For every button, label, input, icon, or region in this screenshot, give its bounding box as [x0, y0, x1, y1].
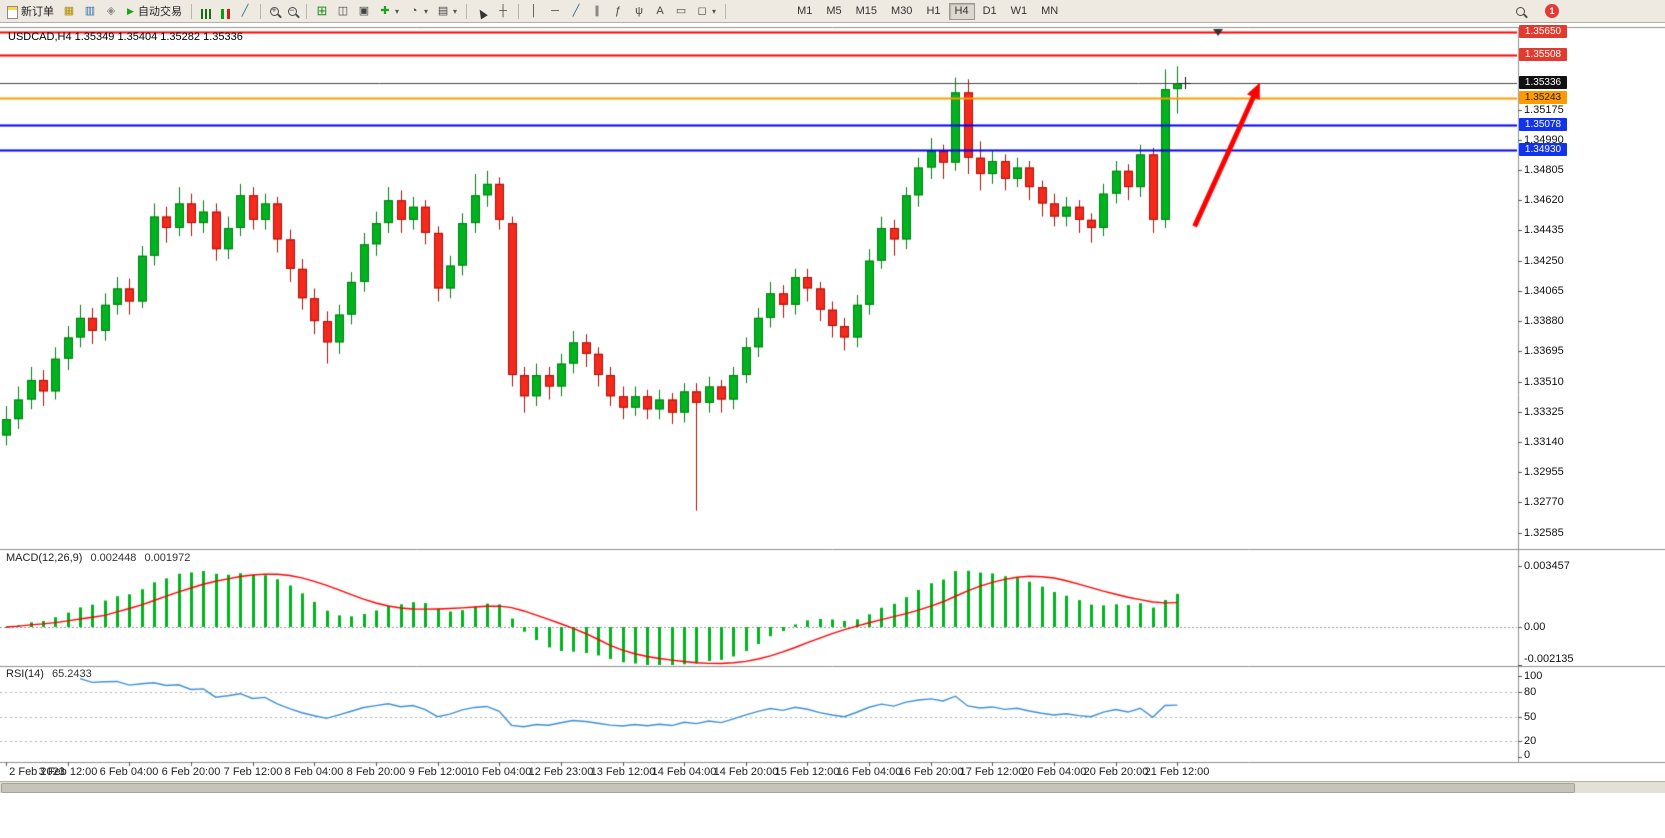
toolbar-separator	[306, 3, 307, 19]
bars-icon	[201, 9, 212, 19]
timeframe-button-d1[interactable]: D1	[977, 3, 1003, 20]
new-order-button-label: 新订单	[21, 6, 54, 18]
indicators-button[interactable]: ✚ ▾	[375, 2, 403, 20]
channel-icon: ∥	[594, 5, 600, 17]
candlestick-chart-button[interactable]	[217, 2, 234, 20]
chart-title: USDCAD,H4 1.35349 1.35404 1.35282 1.3533…	[8, 31, 243, 43]
text-button[interactable]: A	[650, 2, 670, 20]
vline-icon: │	[530, 5, 538, 17]
auto-trading-button[interactable]: ▶ 自动交易	[122, 2, 186, 20]
macd-indicator-label: MACD(12,26,9) 0.002448 0.001972	[6, 552, 190, 564]
rsi-indicator-label: RSI(14) 65.2433	[6, 668, 92, 680]
dropdown-arrow-icon: ▾	[453, 6, 458, 16]
grid-icon: ⊞	[316, 3, 328, 18]
search-button[interactable]	[1512, 2, 1529, 20]
crosshair-button[interactable]: ┼	[493, 2, 513, 20]
timeframe-button-h1[interactable]: H1	[920, 3, 946, 20]
shapes-icon: ◻	[697, 5, 707, 17]
zoom-out-button[interactable]	[284, 2, 301, 20]
dropdown-arrow-icon: ▾	[712, 6, 717, 16]
text-icon: A	[656, 5, 664, 17]
line-icon: ╱	[241, 5, 249, 17]
horizontal-line-button[interactable]: ─	[545, 2, 565, 20]
timeframe-button-mn[interactable]: MN	[1035, 3, 1064, 20]
vertical-line-button[interactable]: │	[524, 2, 544, 20]
cursor-button[interactable]	[472, 2, 492, 20]
scrollbar-thumb[interactable]	[1, 783, 1575, 793]
dropdown-arrow-icon: ▾	[395, 6, 400, 16]
timeframe-button-w1[interactable]: W1	[1005, 3, 1034, 20]
play-icon: ▶	[127, 6, 134, 16]
timeframe-button-h4[interactable]: H4	[948, 2, 975, 20]
market-watch-icon: ▥	[84, 5, 96, 17]
market-watch-button[interactable]: ▥	[80, 2, 100, 20]
rsi-name: RSI(14)	[6, 668, 44, 680]
toolbar: 新订单▦▥◈▶自动交易╱⊞◫▣✚▾◔▾▤▾┼│─╱∥ƒψA▭◻▾M1M5M15M…	[0, 0, 1665, 23]
navigator-icon: ◈	[106, 5, 116, 17]
toolbar-separator	[466, 3, 468, 19]
notifications-button[interactable]: 1	[1541, 2, 1563, 20]
macd-signal-value: 0.001972	[144, 552, 191, 564]
trendline-icon: ╱	[572, 5, 580, 17]
auto-trading-button-label: 自动交易	[138, 6, 182, 18]
timeframe-button-m15[interactable]: M15	[850, 3, 883, 20]
toolbar-right-group: 1	[1512, 1, 1563, 21]
bar-chart-button[interactable]	[197, 2, 216, 20]
timeframe-button-m1[interactable]: M1	[791, 3, 818, 20]
shapes-button[interactable]: ◻ ▾	[692, 2, 720, 20]
timeframe-button-m5[interactable]: M5	[820, 3, 847, 20]
trendline-button[interactable]: ╱	[566, 2, 586, 20]
rsi-value: 65.2433	[51, 668, 92, 680]
label-button[interactable]: ▭	[671, 2, 691, 20]
indicators-icon: ✚	[380, 5, 390, 17]
toolbar-separator	[725, 3, 727, 19]
toolbar-separator	[518, 3, 520, 19]
doc-icon	[7, 5, 18, 19]
profiles-button[interactable]: ▦	[59, 2, 79, 20]
zoom-out-icon	[288, 3, 297, 18]
candles-icon	[221, 9, 230, 19]
horizontal-scrollbar[interactable]	[0, 781, 1665, 793]
templates-button[interactable]: ▤ ▾	[433, 2, 461, 20]
template-icon: ▤	[437, 5, 449, 17]
pitchfork-icon: ψ	[635, 5, 643, 17]
timeframe-group: M1 M5 M15 M30 H1 H4 D1 W1 MN	[791, 2, 1064, 20]
channel-button[interactable]: ∥	[587, 2, 607, 20]
fibonacci-icon: ƒ	[614, 5, 622, 17]
macd-name: MACD(12,26,9)	[6, 552, 83, 564]
cascade-windows-button[interactable]: ▣	[354, 2, 374, 20]
macd-main-value: 0.002448	[90, 552, 137, 564]
new-order-button[interactable]: 新订单	[3, 2, 58, 20]
profiles-icon: ▦	[63, 5, 75, 17]
crosshair-icon: ┼	[499, 5, 507, 17]
label-icon: ▭	[675, 5, 687, 17]
line-chart-button[interactable]: ╱	[235, 2, 255, 20]
timeframe-button-m30[interactable]: M30	[885, 3, 918, 20]
notification-badge: 1	[1545, 4, 1559, 18]
navigator-button[interactable]: ◈	[101, 2, 121, 20]
zoom-in-icon	[270, 3, 279, 18]
pitchfork-button[interactable]: ψ	[629, 2, 649, 20]
fibonacci-button[interactable]: ƒ	[608, 2, 628, 20]
clock-icon: ◔	[410, 5, 418, 17]
dropdown-arrow-icon: ▾	[424, 6, 429, 16]
zoom-in-button[interactable]	[266, 2, 283, 20]
cascade-icon: ▣	[358, 5, 370, 17]
tile-windows-button[interactable]: ◫	[333, 2, 353, 20]
grid-button[interactable]: ⊞	[312, 2, 332, 20]
hline-icon: ─	[551, 5, 559, 17]
toolbar-separator	[260, 3, 261, 19]
tile-icon: ◫	[337, 5, 349, 17]
toolbar-separator	[191, 3, 192, 19]
periods-button[interactable]: ◔ ▾	[404, 2, 432, 20]
search-icon	[1516, 6, 1525, 16]
cursor-icon	[476, 7, 488, 19]
